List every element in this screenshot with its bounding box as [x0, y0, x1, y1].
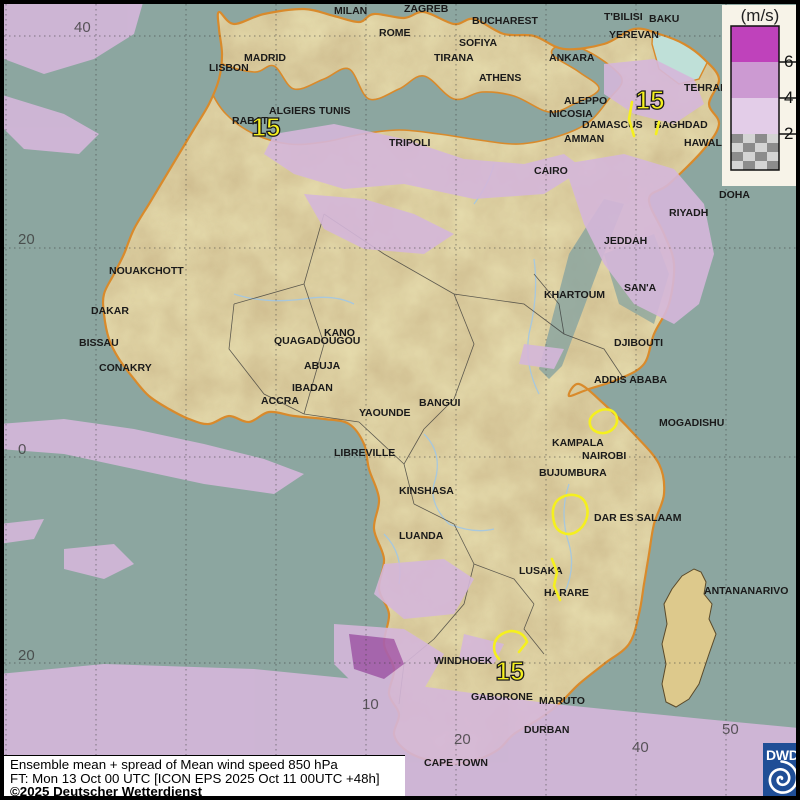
svg-text:DOHA: DOHA	[719, 189, 750, 201]
svg-text:ATHENS: ATHENS	[479, 72, 521, 84]
svg-text:TUNIS: TUNIS	[319, 105, 351, 117]
svg-text:CONAKRY: CONAKRY	[99, 362, 152, 374]
svg-text:ROME: ROME	[379, 27, 411, 39]
svg-text:SAN'A: SAN'A	[624, 282, 657, 294]
svg-text:TEHRAN: TEHRAN	[684, 82, 728, 94]
svg-text:JEDDAH: JEDDAH	[604, 235, 647, 247]
svg-text:40: 40	[632, 739, 649, 756]
svg-text:15: 15	[636, 85, 665, 115]
svg-text:SOFIYA: SOFIYA	[459, 37, 498, 49]
svg-text:WINDHOEK: WINDHOEK	[434, 655, 493, 667]
svg-text:20: 20	[18, 647, 35, 664]
svg-text:YAOUNDE: YAOUNDE	[359, 407, 411, 419]
svg-text:ABUJA: ABUJA	[304, 360, 341, 372]
svg-text:ACCRA: ACCRA	[261, 395, 299, 407]
svg-text:15: 15	[496, 656, 525, 686]
svg-text:4: 4	[784, 88, 793, 107]
svg-text:KINSHASA: KINSHASA	[399, 485, 454, 497]
svg-text:LIBREVILLE: LIBREVILLE	[334, 447, 395, 459]
svg-text:6: 6	[784, 52, 793, 71]
svg-text:10: 10	[362, 696, 379, 713]
svg-text:ALEPPO: ALEPPO	[564, 95, 607, 107]
svg-text:50: 50	[722, 721, 739, 738]
svg-text:BAKU: BAKU	[649, 13, 679, 25]
svg-text:BISSAU: BISSAU	[79, 337, 119, 349]
svg-text:DJIBOUTI: DJIBOUTI	[614, 337, 663, 349]
svg-text:T'BILISI: T'BILISI	[604, 11, 643, 23]
svg-text:MILAN: MILAN	[334, 5, 367, 17]
svg-text:MADRID: MADRID	[244, 52, 286, 64]
svg-text:KHARTOUM: KHARTOUM	[544, 289, 605, 301]
svg-text:MARUTO: MARUTO	[539, 695, 585, 707]
svg-text:CAPE TOWN: CAPE TOWN	[424, 757, 488, 769]
svg-text:KAMPALA: KAMPALA	[552, 437, 604, 449]
svg-text:0: 0	[18, 441, 26, 458]
svg-text:DAKAR: DAKAR	[91, 305, 129, 317]
svg-text:CAIRO: CAIRO	[534, 165, 568, 177]
svg-text:ADDIS ABABA: ADDIS ABABA	[594, 374, 668, 386]
svg-text:ANKARA: ANKARA	[549, 52, 595, 64]
svg-text:TRIPOLI: TRIPOLI	[389, 137, 430, 149]
svg-text:(m/s): (m/s)	[741, 6, 780, 25]
svg-text:DAMASCUS: DAMASCUS	[582, 119, 643, 131]
svg-text:YEREVAN: YEREVAN	[609, 29, 659, 41]
svg-text:ZAGREB: ZAGREB	[404, 4, 449, 15]
svg-text:TIRANA: TIRANA	[434, 52, 474, 64]
svg-text:LUANDA: LUANDA	[399, 530, 444, 542]
svg-text:20: 20	[18, 231, 35, 248]
svg-text:AMMAN: AMMAN	[564, 133, 604, 145]
svg-text:GABORONE: GABORONE	[471, 691, 533, 703]
svg-text:HARARE: HARARE	[544, 587, 589, 599]
svg-text:LISBON: LISBON	[209, 62, 249, 74]
svg-text:BUJUMBURA: BUJUMBURA	[539, 467, 607, 479]
svg-text:NOUAKCHOTT: NOUAKCHOTT	[109, 265, 184, 277]
svg-text:DAR ES SALAAM: DAR ES SALAAM	[594, 512, 682, 524]
svg-text:IBADAN: IBADAN	[292, 382, 333, 394]
svg-text:RIYADH: RIYADH	[669, 207, 708, 219]
svg-text:15: 15	[252, 112, 281, 142]
svg-text:MOGADISHU: MOGADISHU	[659, 417, 724, 429]
svg-text:ANTANANARIVO: ANTANANARIVO	[704, 585, 788, 597]
svg-text:NAIROBI: NAIROBI	[582, 450, 626, 462]
svg-text:KANO: KANO	[324, 327, 355, 339]
svg-text:40: 40	[74, 19, 91, 36]
svg-text:2: 2	[784, 124, 793, 143]
svg-text:BUCHAREST: BUCHAREST	[472, 15, 539, 27]
svg-text:BANGUI: BANGUI	[419, 397, 460, 409]
svg-text:DURBAN: DURBAN	[524, 724, 570, 736]
svg-text:BAGHDAD: BAGHDAD	[654, 119, 708, 131]
svg-text:20: 20	[454, 731, 471, 748]
